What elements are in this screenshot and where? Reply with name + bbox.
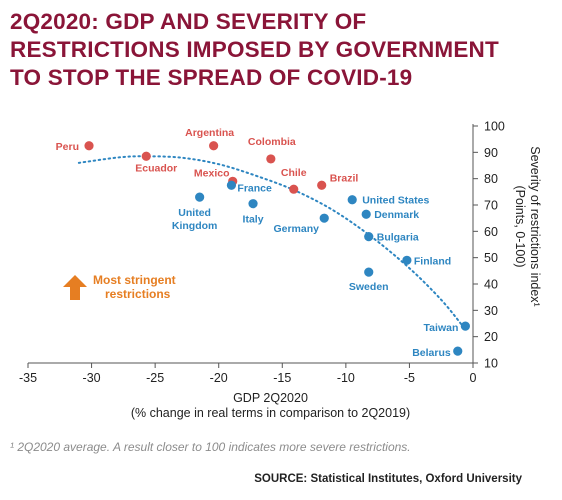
data-label: Ecuador [135, 162, 177, 174]
data-point [209, 141, 219, 151]
data-label: Colombia [248, 136, 296, 148]
x-tick-label: -15 [273, 371, 291, 385]
x-axis-title: GDP 2Q2020 [233, 391, 308, 405]
y-tick-label: 60 [484, 225, 498, 239]
annotation-line-1: Most stringent [93, 273, 176, 287]
data-label: Belarus [412, 347, 451, 359]
data-point [453, 346, 463, 356]
data-point [289, 184, 299, 194]
up-arrow-icon [63, 275, 87, 300]
x-tick-label: 0 [470, 371, 477, 385]
x-tick-label: -10 [337, 371, 355, 385]
y-tick-label: 20 [484, 330, 498, 344]
data-label: Brazil [330, 172, 359, 184]
scatter-chart: -35 -30 -25 -20 -15 -10 -5 0 10 20 30 40 50 60 70 80 90 1… [19, 120, 542, 421]
y-axis-title: Severity of restrictions index¹ [528, 146, 542, 306]
data-point [317, 180, 327, 190]
data-point [361, 209, 371, 219]
data-point [364, 232, 374, 242]
annotation-line-2: restrictions [105, 287, 171, 301]
x-tick-label: -35 [19, 371, 37, 385]
data-label: Bulgaria [377, 232, 419, 244]
title-line-2: RESTRICTIONS IMPOSED BY GOVERNMENT [10, 37, 499, 62]
y-tick-label: 30 [484, 304, 498, 318]
x-axis-subtitle: (% change in real terms in comparison to… [131, 406, 410, 420]
data-label: Denmark [374, 209, 419, 221]
y-tick-label: 40 [484, 278, 498, 292]
x-tick-label: -25 [146, 371, 164, 385]
x-tick-label: -5 [404, 371, 415, 385]
data-point [84, 141, 94, 151]
data-label: Chile [281, 167, 307, 179]
trend-line [77, 155, 464, 328]
y-tick-label: 80 [484, 172, 498, 186]
data-point [347, 195, 357, 205]
y-tick-label: 50 [484, 251, 498, 265]
data-point [141, 151, 151, 161]
chart-title: 2Q2020: GDP AND SEVERITY OF RESTRICTIONS… [10, 8, 555, 92]
data-label: France [237, 182, 272, 194]
data-point [226, 180, 237, 190]
x-tick-label: -20 [210, 371, 228, 385]
data-label: Taiwan [424, 322, 459, 334]
y-tick-label: 90 [484, 146, 498, 160]
y-tick-label: 70 [484, 199, 498, 213]
data-label: Sweden [349, 281, 389, 293]
data-point [195, 192, 205, 202]
data-label: Mexico [194, 167, 230, 179]
data-label: Peru [56, 141, 79, 153]
source-note: SOURCE: Statistical Institutes, Oxford U… [254, 473, 522, 485]
title-line-1: 2Q2020: GDP AND SEVERITY OF [10, 9, 367, 34]
data-label: United States [362, 195, 429, 207]
y-tick-label: 100 [484, 120, 505, 134]
y-tick-label: 10 [484, 357, 498, 371]
data-label: Italy [243, 214, 264, 226]
data-point [460, 321, 470, 331]
footnote: ¹ 2Q2020 average. A result closer to 100… [10, 440, 411, 454]
data-point [266, 154, 276, 164]
data-label: Germany [273, 223, 319, 235]
data-point [402, 255, 412, 265]
data-label: Argentina [185, 127, 234, 139]
data-label: United [178, 207, 211, 219]
data-point [319, 213, 329, 223]
data-point [364, 267, 374, 277]
data-label: Finland [414, 255, 451, 267]
data-label: Kingdom [172, 220, 218, 232]
x-tick-label: -30 [83, 371, 101, 385]
data-point [248, 199, 258, 209]
title-line-3: TO STOP THE SPREAD OF COVID-19 [10, 65, 413, 90]
y-axis-subtitle: (Points, 0-100) [513, 186, 527, 268]
